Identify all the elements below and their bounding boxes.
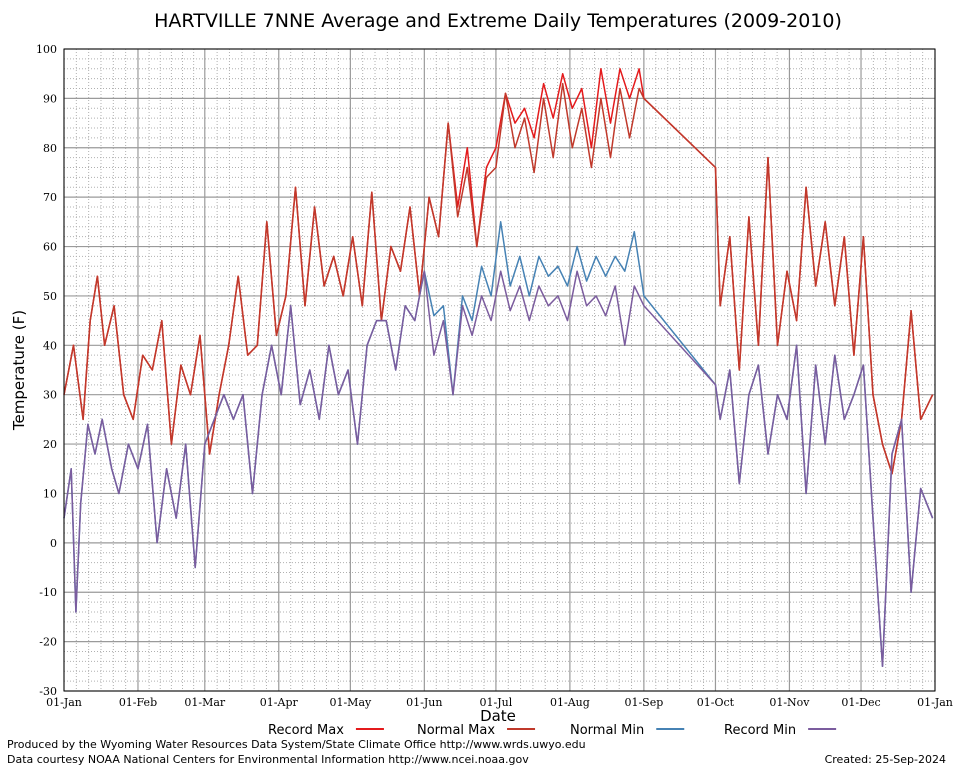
legend-label: Record Min [724,723,796,738]
x-tick-label: 01-Oct [697,696,735,709]
y-axis-label: Temperature (F) [10,310,28,431]
y-tick-label: 80 [43,142,57,155]
y-tick-label: -20 [39,636,57,649]
y-tick-label: 10 [43,487,57,500]
x-tick-label: 01-Jan [917,696,953,709]
series-line-normal-max [63,82,934,475]
y-tick-label: 40 [43,339,57,352]
credit-data-source: Data courtesy NOAA National Centers for … [7,753,529,766]
y-tick-label: 0 [50,537,57,550]
x-tick-label: 01-Jan [46,696,82,709]
created-date: Created: 25-Sep-2024 [824,753,946,766]
y-tick-label: 100 [36,43,57,56]
x-tick-label: 01-Jul [480,696,513,709]
x-tick-label: 01-Mar [184,696,226,709]
y-tick-label: 60 [43,241,57,254]
y-tick-label: 30 [43,389,57,402]
legend-label: Record Max [268,723,344,738]
y-tick-label: 90 [43,92,57,105]
y-tick-label: -10 [39,586,57,599]
x-tick-label: 01-Sep [624,696,663,709]
legend: Record Max Normal Max Normal Min Record Min [268,723,837,738]
x-axis-label: Date [480,707,516,725]
series-line-record-max [63,68,934,475]
x-tick-labels: 01-Jan 01-Feb 01-Mar 01-Apr 01-May 01-Jun 01-J… [46,696,953,709]
x-tick-label: 01-Aug [550,696,590,709]
credit-producer: Produced by the Wyoming Water Resources … [7,738,586,751]
y-tick-label: 50 [43,290,57,303]
legend-label: Normal Min [570,723,644,738]
x-tick-label: 01-Apr [260,696,299,709]
legend-label: Normal Max [417,723,495,738]
series-layer [63,68,934,668]
plot-frame [63,48,936,692]
x-tick-label: 01-Nov [769,696,810,709]
x-tick-label: 01-Jun [406,696,442,709]
x-tick-label: 01-Feb [119,696,157,709]
y-tick-label: -30 [39,685,57,698]
series-line-record-min [63,270,934,668]
x-tick-label: 01-Dec [841,696,880,709]
y-tick-label: 70 [43,191,57,204]
x-tick-label: 01-May [329,696,372,709]
chart-title: HARTVILLE 7NNE Average and Extreme Daily… [154,10,842,32]
y-tick-label: 20 [43,438,57,451]
